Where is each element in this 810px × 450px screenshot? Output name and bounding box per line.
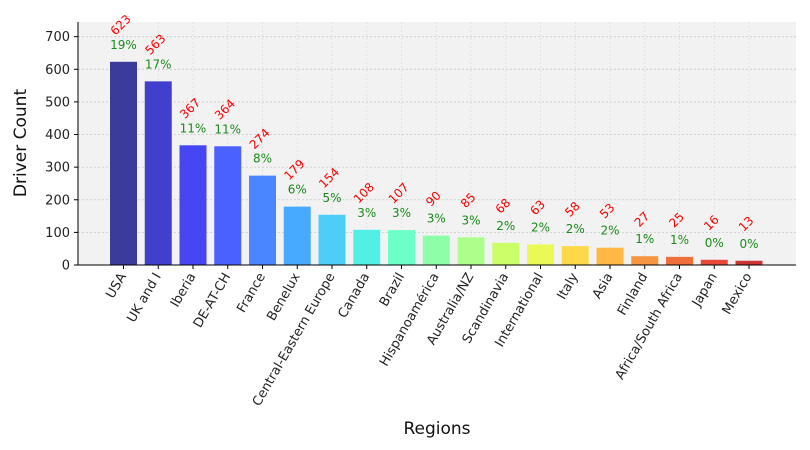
percent-label: 0%: [705, 236, 724, 250]
y-tick-label: 200: [45, 193, 70, 208]
percent-label: 11%: [214, 122, 241, 136]
bar: [353, 229, 381, 265]
percent-label: 3%: [392, 206, 411, 220]
bar: [561, 246, 589, 265]
x-tick-label: UK and I: [124, 271, 164, 326]
bar: [527, 244, 554, 265]
x-tick-label: Japan: [689, 271, 721, 311]
percent-label: 3%: [357, 206, 376, 220]
percent-label: 5%: [322, 191, 341, 205]
y-tick-label: 600: [45, 63, 70, 78]
percent-label: 17%: [145, 57, 172, 71]
percent-label: 0%: [739, 237, 758, 251]
percent-label: 11%: [180, 121, 207, 135]
x-tick-label: Benelux: [264, 270, 303, 323]
percent-label: 2%: [566, 222, 585, 236]
bar: [249, 175, 276, 265]
y-tick-label: 700: [45, 30, 70, 45]
x-tick-label: Asia: [590, 271, 617, 302]
bar: [666, 256, 693, 265]
bar: [283, 206, 311, 265]
bar: [110, 61, 137, 265]
x-tick-label: Mexico: [720, 270, 756, 317]
bar: [214, 146, 242, 265]
bar: [596, 247, 624, 265]
percent-label: 6%: [288, 183, 307, 197]
bar: [318, 214, 346, 265]
y-tick-label: 100: [45, 226, 70, 241]
x-tick-label: France: [234, 271, 269, 316]
bar: [422, 235, 450, 265]
y-tick-label: 300: [45, 161, 70, 176]
y-tick-label: 500: [45, 95, 70, 110]
percent-label: 2%: [496, 219, 515, 233]
percent-label: 19%: [110, 38, 137, 52]
y-tick-label: 0: [62, 259, 70, 274]
percent-label: 2%: [600, 224, 619, 238]
percent-label: 2%: [531, 220, 550, 234]
x-tick-label: Canada: [335, 271, 373, 321]
x-tick-label: USA: [104, 270, 130, 301]
y-axis-ticks: 0 100 200 300 400 500 600 700: [45, 30, 78, 274]
percent-label: 1%: [670, 233, 689, 247]
bar: [492, 242, 520, 265]
bar: [457, 237, 485, 265]
percent-label: 3%: [461, 213, 480, 227]
x-axis-title: Regions: [403, 419, 470, 439]
bar: [144, 81, 172, 265]
grid-lines: [78, 22, 796, 266]
bar: [179, 145, 207, 265]
bar: [388, 230, 415, 265]
bar: [735, 260, 763, 265]
x-tick-label: Italy: [555, 270, 582, 302]
bar: [700, 259, 728, 265]
percent-label: 8%: [253, 152, 272, 166]
y-axis-title: Driver Count: [11, 89, 31, 198]
x-tick-label: Brazil: [377, 271, 408, 310]
percent-label: 3%: [427, 212, 446, 226]
x-tick-label: Iberia: [168, 271, 199, 311]
x-tick-label: Africa/South Africa: [613, 271, 686, 383]
bars: [110, 61, 763, 265]
bar: [631, 256, 659, 265]
x-tick-label: Finland: [615, 271, 651, 319]
y-tick-label: 400: [45, 128, 70, 143]
percent-label: 1%: [635, 232, 654, 246]
